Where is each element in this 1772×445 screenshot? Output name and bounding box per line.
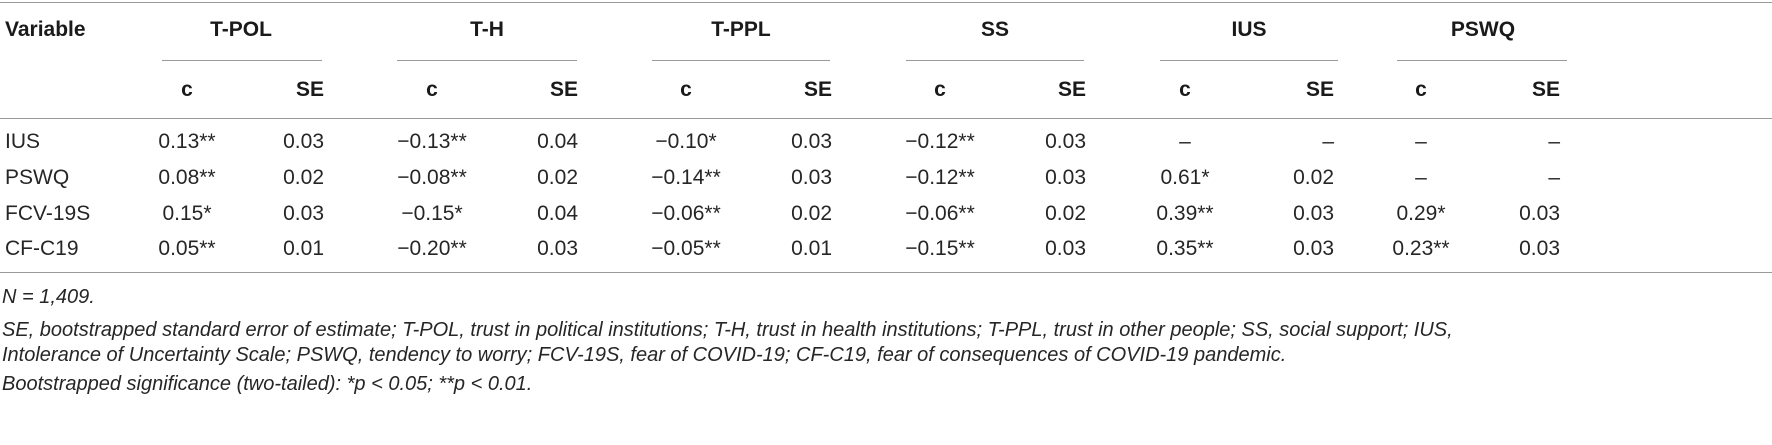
group-underline-ss — [906, 60, 1084, 61]
coefficient-cell: −0.14** — [651, 166, 721, 189]
top-rule — [0, 2, 1772, 3]
sub-header-se: SE — [1531, 78, 1560, 101]
group-header-ss: SS — [980, 18, 1010, 41]
group-header-tpol: T-POL — [210, 18, 272, 41]
standard-error-cell: 0.03 — [1045, 166, 1086, 189]
group-underline-pswq — [1397, 60, 1567, 61]
abbreviations-note-line1: SE, bootstrapped standard error of estim… — [2, 319, 1453, 341]
variable-header: Variable — [5, 18, 86, 41]
group-header-pswq: PSWQ — [1450, 18, 1516, 41]
coefficient-cell: −0.06** — [651, 202, 721, 225]
coefficient-cell: −0.12** — [905, 130, 975, 153]
coefficient-cell: 0.15* — [162, 202, 212, 225]
standard-error-cell: 0.03 — [1519, 202, 1560, 225]
coefficient-cell: – — [1415, 130, 1427, 153]
standard-error-cell: 0.03 — [1045, 130, 1086, 153]
coefficient-cell: 0.23** — [1392, 237, 1450, 260]
significance-note: Bootstrapped significance (two-tailed): … — [2, 373, 533, 395]
coefficient-cell: 0.29* — [1396, 202, 1446, 225]
coefficient-cell: 0.13** — [158, 130, 216, 153]
standard-error-cell: 0.03 — [1045, 237, 1086, 260]
coefficient-cell: −0.15** — [905, 237, 975, 260]
sub-header-c: c — [426, 78, 438, 101]
coefficient-cell: −0.15* — [401, 202, 463, 225]
standard-error-cell: 0.03 — [791, 166, 832, 189]
standard-error-cell: – — [1322, 130, 1334, 153]
sub-header-se: SE — [1057, 78, 1086, 101]
sub-header-c: c — [1415, 78, 1427, 101]
coefficient-cell: 0.08** — [158, 166, 216, 189]
coefficient-cell: −0.12** — [905, 166, 975, 189]
group-header-tppl: T-PPL — [711, 18, 771, 41]
standard-error-cell: 0.01 — [283, 237, 324, 260]
sub-header-c: c — [181, 78, 193, 101]
group-header-ius: IUS — [1231, 18, 1267, 41]
sub-header-se: SE — [803, 78, 832, 101]
standard-error-cell: 0.03 — [1519, 237, 1560, 260]
coefficient-cell: −0.10* — [655, 130, 717, 153]
sub-header-se: SE — [1305, 78, 1334, 101]
coefficient-cell: −0.13** — [397, 130, 467, 153]
bottom-rule — [0, 272, 1772, 273]
standard-error-cell: 0.03 — [537, 237, 578, 260]
coefficient-cell: 0.61* — [1160, 166, 1210, 189]
row-label: PSWQ — [5, 166, 70, 189]
standard-error-cell: 0.03 — [283, 202, 324, 225]
coefficient-cell: 0.39** — [1156, 202, 1214, 225]
standard-error-cell: 0.04 — [537, 130, 578, 153]
group-underline-th — [397, 60, 577, 61]
sub-header-se: SE — [549, 78, 578, 101]
standard-error-cell: 0.02 — [1293, 166, 1334, 189]
standard-error-cell: 0.03 — [283, 130, 324, 153]
standard-error-cell: – — [1548, 130, 1560, 153]
sub-header-c: c — [934, 78, 946, 101]
sample-size-note: N = 1,409. — [2, 286, 95, 308]
standard-error-cell: 0.02 — [537, 166, 578, 189]
standard-error-cell: 0.02 — [1045, 202, 1086, 225]
coefficient-cell: −0.08** — [397, 166, 467, 189]
standard-error-cell: 0.04 — [537, 202, 578, 225]
sub-header-se: SE — [295, 78, 324, 101]
abbreviations-note-line2: Intolerance of Uncertainty Scale; PSWQ, … — [2, 344, 1287, 366]
group-header-th: T-H — [470, 18, 504, 41]
coefficient-cell: −0.20** — [397, 237, 467, 260]
row-label: CF-C19 — [5, 237, 79, 260]
group-underline-tpol — [162, 60, 322, 61]
header-rule — [0, 118, 1772, 119]
group-underline-tppl — [652, 60, 830, 61]
row-label: IUS — [5, 130, 41, 153]
coefficient-cell: – — [1179, 130, 1191, 153]
standard-error-cell: 0.03 — [1293, 237, 1334, 260]
coefficient-cell: 0.05** — [158, 237, 216, 260]
row-label: FCV-19S — [5, 202, 91, 225]
sub-header-c: c — [1179, 78, 1191, 101]
coefficient-cell: −0.06** — [905, 202, 975, 225]
standard-error-cell: – — [1548, 166, 1560, 189]
standard-error-cell: 0.02 — [791, 202, 832, 225]
coefficient-cell: −0.05** — [651, 237, 721, 260]
group-underline-ius — [1160, 60, 1338, 61]
standard-error-cell: 0.03 — [791, 130, 832, 153]
standard-error-cell: 0.02 — [283, 166, 324, 189]
standard-error-cell: 0.01 — [791, 237, 832, 260]
coefficient-cell: – — [1415, 166, 1427, 189]
sub-header-c: c — [680, 78, 692, 101]
standard-error-cell: 0.03 — [1293, 202, 1334, 225]
coefficient-cell: 0.35** — [1156, 237, 1214, 260]
